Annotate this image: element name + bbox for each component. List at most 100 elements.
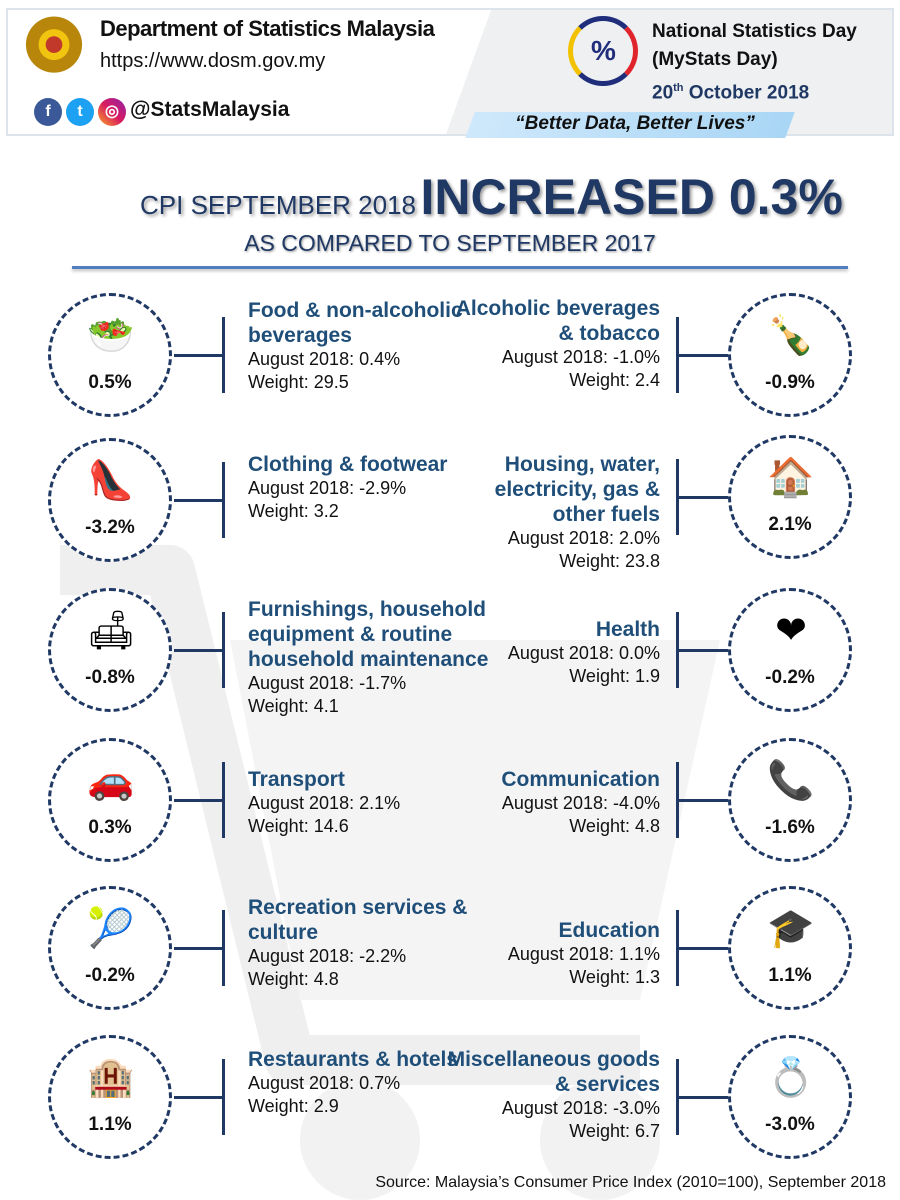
graduation-books-icon: 🎓 (767, 908, 815, 950)
category-text: Restaurants & hotels August 2018: 0.7% Wei… (248, 1047, 518, 1118)
coat-of-arms-logo (20, 14, 88, 82)
category-weight: Weight: 2.4 (569, 370, 660, 390)
title-prefix: CPI SEPTEMBER 2018 (140, 190, 416, 220)
category-weight: Weight: 3.2 (248, 501, 339, 521)
facebook-icon[interactable]: f (34, 98, 62, 126)
category-circle: 🎾 -0.2% (48, 886, 172, 1010)
category-august: August 2018: -1.0% (501, 347, 660, 367)
category-weight: Weight: 4.8 (248, 969, 339, 989)
category-title: Restaurants & hotels (248, 1048, 459, 1071)
category-august: August 2018: 0.4% (248, 349, 401, 369)
category-weight: Weight: 2.9 (248, 1096, 339, 1116)
category-change-value: -0.9% (765, 372, 815, 393)
category-circle: 👠 -3.2% (48, 438, 172, 562)
category-august: August 2018: 1.1% (507, 944, 660, 964)
logo-percent: % (591, 35, 616, 66)
category-title: Communication (501, 768, 660, 791)
category-title: Recreation services & culture (248, 896, 468, 944)
title-headline: INCREASED 0.3% (420, 169, 843, 225)
category-circle: 🚗 0.3% (48, 738, 172, 862)
category-text: Health August 2018: 0.0% Weight: 1.9 (440, 617, 660, 688)
category-august: August 2018: 0.0% (507, 643, 660, 663)
category-title: Furnishings, household equipment & routi… (248, 598, 489, 671)
category-change-value: 0.5% (88, 372, 132, 393)
category-weight: Weight: 23.8 (559, 551, 660, 571)
event-title: National Statistics Day (652, 21, 857, 42)
house-icon: 🏠 (767, 457, 815, 499)
connector-line (174, 649, 224, 652)
category-title: Alcoholic beverages & tobacco (455, 297, 660, 345)
social-handle: @StatsMalaysia (130, 98, 290, 121)
category-weight: Weight: 1.9 (569, 666, 660, 686)
category-change-value: -0.2% (85, 965, 135, 986)
car-fuel-icon: 🚗 (87, 760, 135, 802)
bottle-cigarette-icon: 🍾 (767, 315, 815, 357)
category-title: Education (558, 919, 660, 942)
category-change-value: 1.1% (768, 965, 812, 986)
website-link[interactable]: https://www.dosm.gov.my (100, 50, 326, 72)
heart-pulse-icon: ❤ (775, 610, 807, 652)
category-text: Transport August 2018: 2.1% Weight: 14.6 (248, 767, 518, 838)
connector-line (676, 947, 728, 950)
event-subtitle: (MyStats Day) (652, 49, 778, 70)
org-name: Department of Statistics Malaysia (100, 16, 435, 41)
category-title: Food & non-alcoholic beverages (248, 299, 463, 347)
event-date-sup: th (673, 82, 684, 94)
category-august: August 2018: -2.9% (248, 478, 407, 498)
category-title: Transport (248, 768, 345, 791)
connector-line (676, 354, 728, 357)
category-text: Miscellaneous goods & services August 201… (440, 1047, 660, 1143)
event-date: 20th October 2018 (652, 74, 857, 107)
category-text: Alcoholic beverages & tobacco August 2018… (440, 296, 660, 392)
connector-line (676, 496, 728, 499)
category-circle: 🏨 1.1% (48, 1035, 172, 1159)
category-change-value: -3.0% (765, 1114, 815, 1135)
rings-icon: 💍 (767, 1057, 815, 1099)
category-circle: 🍾 -0.9% (728, 293, 852, 417)
category-change-value: -0.8% (85, 667, 135, 688)
telephone-icon: 📞 (767, 760, 815, 802)
category-weight: Weight: 1.3 (569, 967, 660, 987)
category-title: Housing, water, electricity, gas & other… (494, 453, 660, 526)
category-title: Miscellaneous goods & services (447, 1048, 660, 1096)
category-change-value: -1.6% (765, 817, 815, 838)
category-change-value: 1.1% (88, 1114, 132, 1135)
event-info: National Statistics Day (MyStats Day) 20… (652, 18, 857, 107)
category-change-value: 2.1% (768, 514, 812, 535)
category-august: August 2018: -3.0% (501, 1098, 660, 1118)
category-text: Recreation services & culture August 2018… (248, 895, 518, 991)
connector-line (676, 799, 728, 802)
tagline: “Better Data, Better Lives” (515, 113, 755, 134)
category-circle: 🎓 1.1% (728, 886, 852, 1010)
event-date-rest: October 2018 (683, 82, 810, 104)
mystats-day-logo: % (568, 16, 638, 86)
category-circle: 🛋 -0.8% (48, 588, 172, 712)
category-circle: 🏠 2.1% (728, 435, 852, 559)
category-text: Clothing & footwear August 2018: -2.9% Wei… (248, 452, 518, 523)
category-circle: 💍 -3.0% (728, 1035, 852, 1159)
category-circle: 📞 -1.6% (728, 738, 852, 862)
page-title: CPI SEPTEMBER 2018 INCREASED 0.3% (140, 168, 843, 226)
category-august: August 2018: 2.1% (248, 793, 401, 813)
category-august: August 2018: -1.7% (248, 673, 407, 693)
category-title: Health (595, 618, 660, 641)
event-date-day: 20 (652, 82, 674, 104)
category-change-value: -3.2% (85, 517, 135, 538)
category-title: Clothing & footwear (248, 453, 448, 476)
category-weight: Weight: 14.6 (248, 816, 349, 836)
instagram-icon[interactable]: ◎ (98, 98, 126, 126)
hotel-icon: 🏨 (87, 1057, 135, 1099)
page-subtitle: AS COMPARED TO SEPTEMBER 2017 (244, 230, 656, 256)
category-weight: Weight: 6.7 (569, 1121, 660, 1141)
category-change-value: -0.2% (765, 667, 815, 688)
category-circle: 🥗 0.5% (48, 293, 172, 417)
category-circle: ❤ -0.2% (728, 588, 852, 712)
twitter-icon[interactable]: t (66, 98, 94, 126)
connector-line (174, 499, 224, 502)
connector-line (676, 1096, 728, 1099)
food-icon: 🥗 (87, 315, 135, 357)
category-weight: Weight: 4.1 (248, 696, 339, 716)
category-change-value: 0.3% (88, 817, 132, 838)
connector-line (174, 799, 224, 802)
